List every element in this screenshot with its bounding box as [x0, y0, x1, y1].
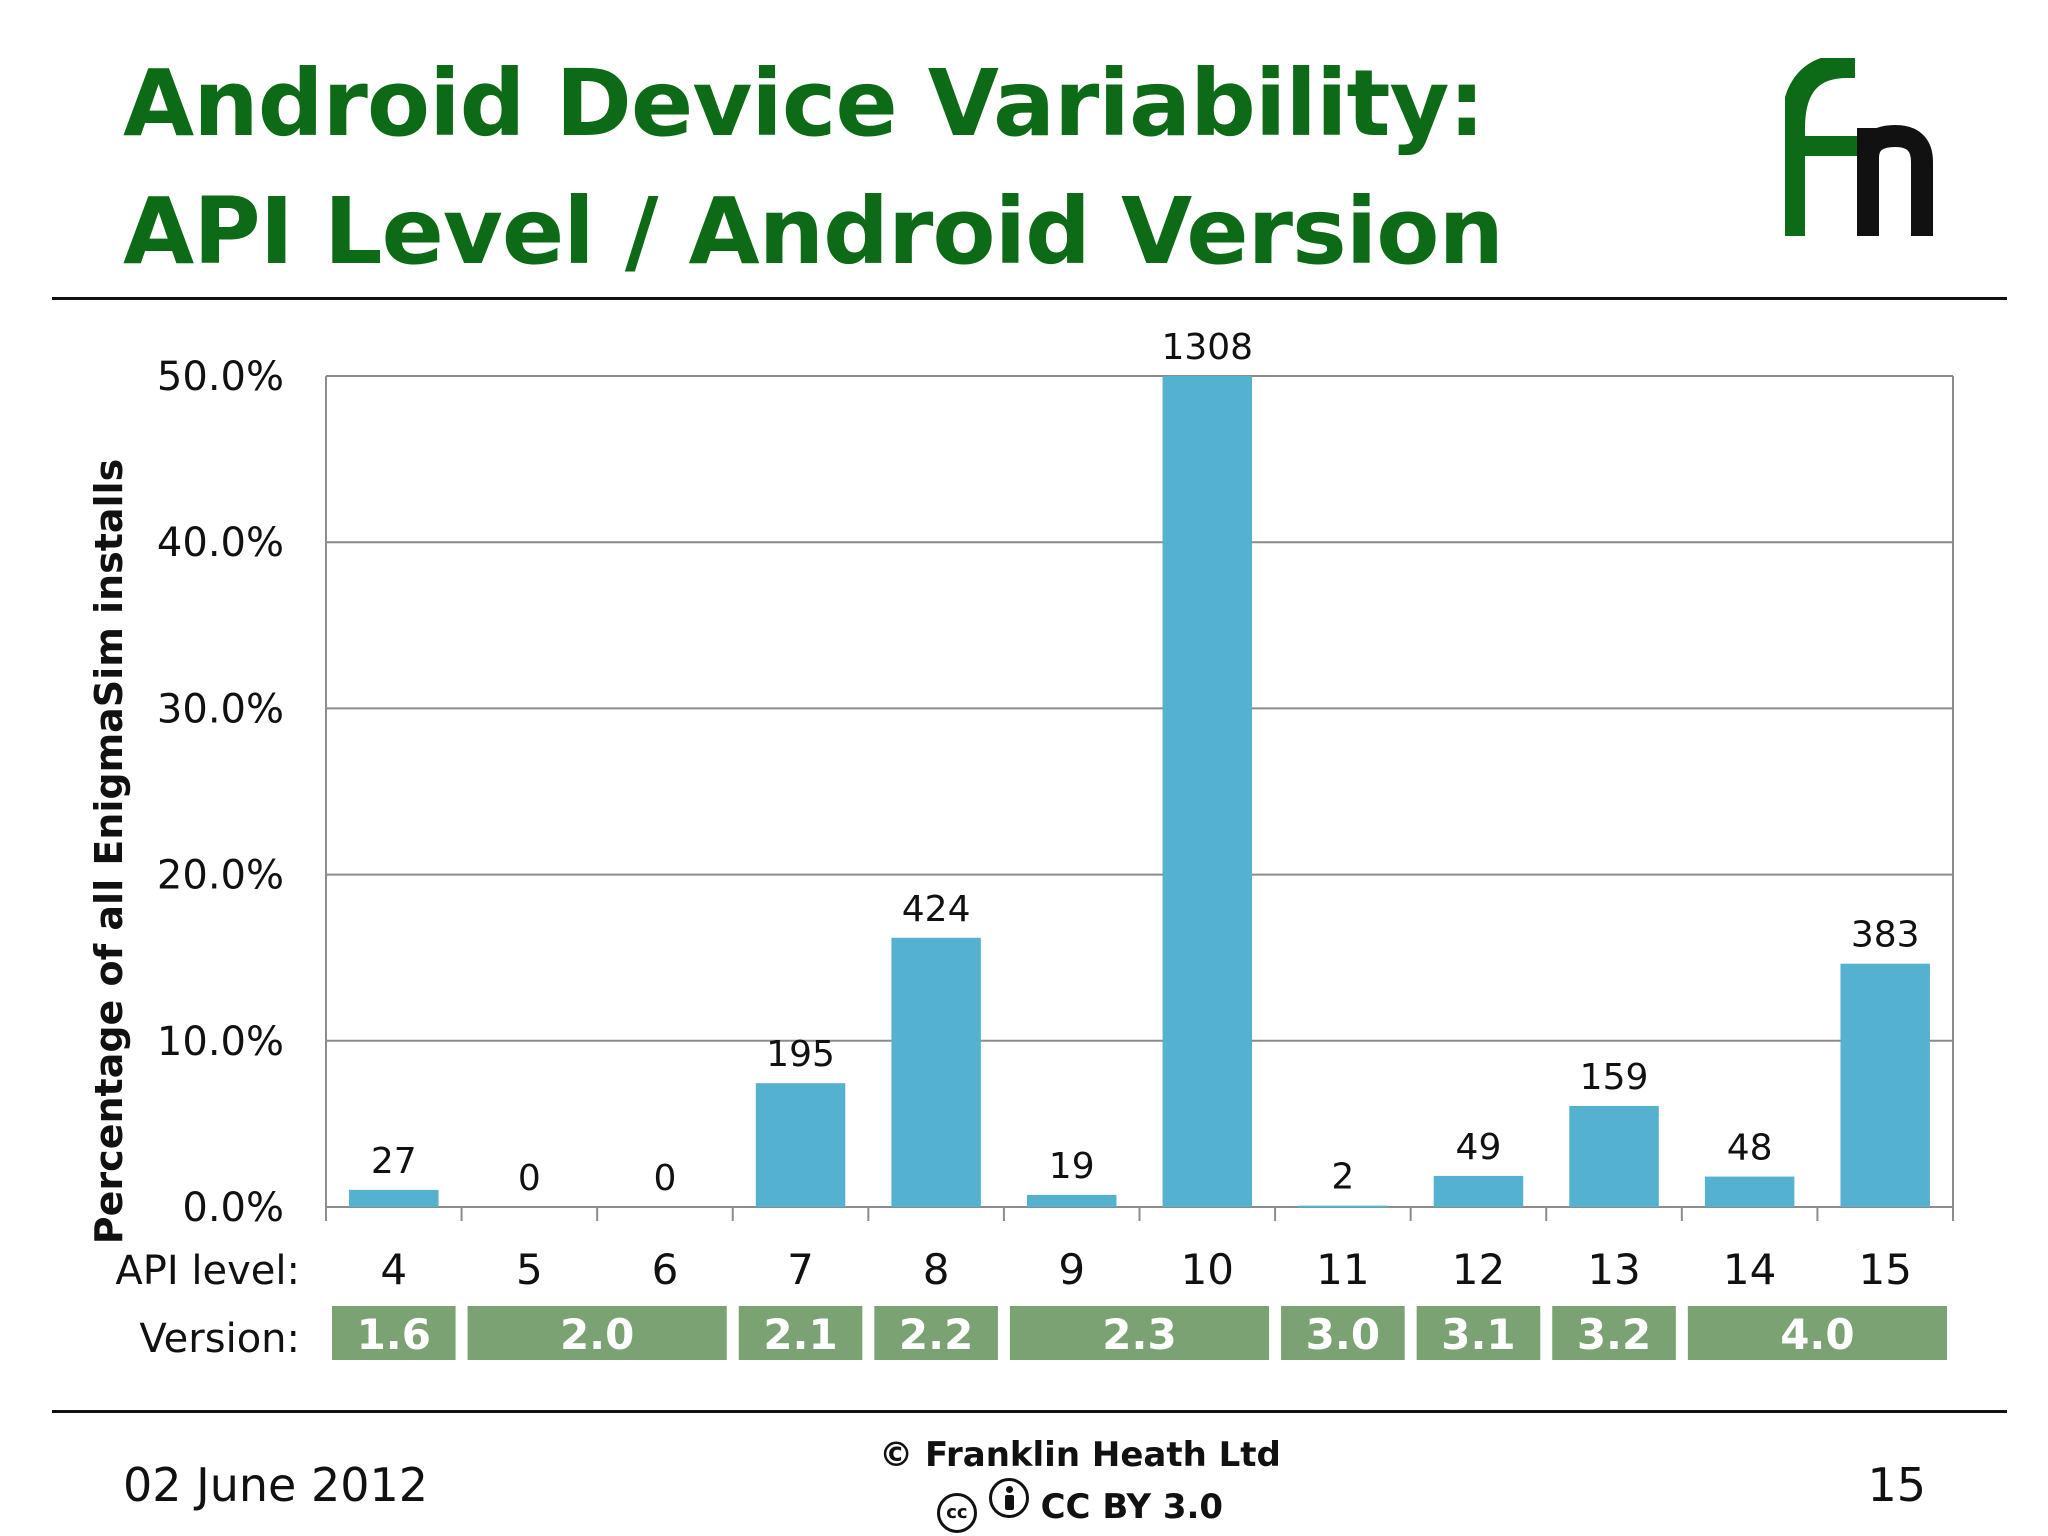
api-level-label: 12	[1452, 1245, 1505, 1294]
data-label: 383	[1851, 915, 1920, 956]
version-label: 2.2	[899, 1310, 973, 1359]
footer-date: 02 June 2012	[123, 1458, 429, 1512]
license-row: cc CC BY 3.0	[770, 1478, 1390, 1533]
version-label: 1.6	[357, 1310, 431, 1359]
version-label: 2.1	[763, 1310, 837, 1359]
creative-commons-icon: cc	[936, 1493, 977, 1533]
bar-api-10	[1162, 376, 1253, 1207]
bar-api-4	[349, 1189, 439, 1207]
data-label: 0	[654, 1158, 677, 1199]
version-label: 3.0	[1306, 1310, 1380, 1359]
license-text: CC BY 3.0	[1040, 1487, 1224, 1527]
version-box-2.1	[738, 1306, 863, 1360]
page-number: 15	[1867, 1458, 1926, 1512]
version-box-2.3	[1009, 1306, 1270, 1360]
slide-title-line-2: API Level / Android Version	[123, 178, 1504, 285]
version-row-label: Version:	[139, 1316, 300, 1362]
y-tick-label: 40.0%	[157, 520, 284, 566]
slide-title-line-1: Android Device Variability:	[123, 50, 1485, 157]
version-label: 2.0	[560, 1310, 634, 1359]
data-label: 0	[518, 1158, 541, 1199]
y-tick-label: 10.0%	[157, 1019, 284, 1065]
api-level-label: 5	[516, 1245, 543, 1294]
bar-api-7	[755, 1083, 846, 1207]
version-label: 3.1	[1441, 1310, 1515, 1359]
api-level-label: 9	[1058, 1245, 1085, 1294]
version-box-2.0	[467, 1306, 727, 1360]
bar-api-15	[1840, 963, 1930, 1207]
footer-copyright: © Franklin Heath Ltd cc CC BY 3.0	[770, 1432, 1390, 1533]
api-level-row-label: API level:	[115, 1248, 300, 1294]
data-label: 159	[1580, 1057, 1649, 1098]
bar-api-8	[891, 937, 981, 1207]
data-label: 19	[1049, 1146, 1095, 1187]
header-rule	[52, 297, 2007, 300]
slide-title: Android Device Variability: API Level / …	[123, 40, 1504, 296]
data-label: 27	[371, 1141, 417, 1182]
data-label: 2	[1331, 1157, 1354, 1198]
footer-rule	[52, 1410, 2007, 1413]
api-level-label: 10	[1181, 1245, 1234, 1294]
api-level-label: 4	[380, 1245, 407, 1294]
version-box-3.0	[1281, 1306, 1405, 1360]
y-tick-label: 50.0%	[157, 354, 284, 400]
version-label: 4.0	[1780, 1310, 1854, 1359]
bar-api-13	[1569, 1105, 1659, 1207]
attribution-icon	[988, 1478, 1029, 1518]
version-label: 2.3	[1102, 1310, 1176, 1359]
data-label: 424	[902, 889, 971, 930]
version-box-3.1	[1416, 1306, 1541, 1360]
version-box-3.2	[1552, 1306, 1676, 1360]
y-tick-label: 30.0%	[157, 686, 284, 732]
api-level-label: 15	[1858, 1245, 1911, 1294]
y-axis-title: Percentage of all EnigmaSim installs	[87, 459, 131, 1244]
api-level-chart: 0.0% 10.0% 20.0% 30.0% 40.0% 50.0% 27 4 0 5 0 6 195 7…	[87, 327, 1954, 1362]
version-box-1.6	[332, 1306, 456, 1360]
version-box-2.2	[874, 1306, 998, 1360]
y-tick-label: 0.0%	[182, 1185, 284, 1231]
api-level-label: 13	[1587, 1245, 1640, 1294]
version-box-4.0	[1687, 1306, 1947, 1360]
data-label: 48	[1727, 1128, 1773, 1169]
bar-api-14	[1704, 1176, 1795, 1207]
y-tick-label: 20.0%	[157, 853, 284, 899]
api-level-label: 14	[1723, 1245, 1776, 1294]
version-label: 3.2	[1577, 1310, 1651, 1359]
bar-api-11	[1298, 1205, 1388, 1208]
bar-api-12	[1433, 1175, 1524, 1207]
data-label: 1308	[1161, 327, 1253, 368]
franklin-heath-logo-icon	[1785, 58, 1933, 236]
copyright-text: © Franklin Heath Ltd	[879, 1435, 1281, 1475]
api-level-label: 7	[787, 1245, 814, 1294]
api-level-label: 6	[652, 1245, 679, 1294]
api-level-label: 8	[923, 1245, 950, 1294]
bar-api-9	[1026, 1194, 1117, 1207]
data-label: 49	[1456, 1127, 1502, 1168]
data-label: 195	[766, 1034, 835, 1075]
api-level-label: 11	[1316, 1245, 1369, 1294]
